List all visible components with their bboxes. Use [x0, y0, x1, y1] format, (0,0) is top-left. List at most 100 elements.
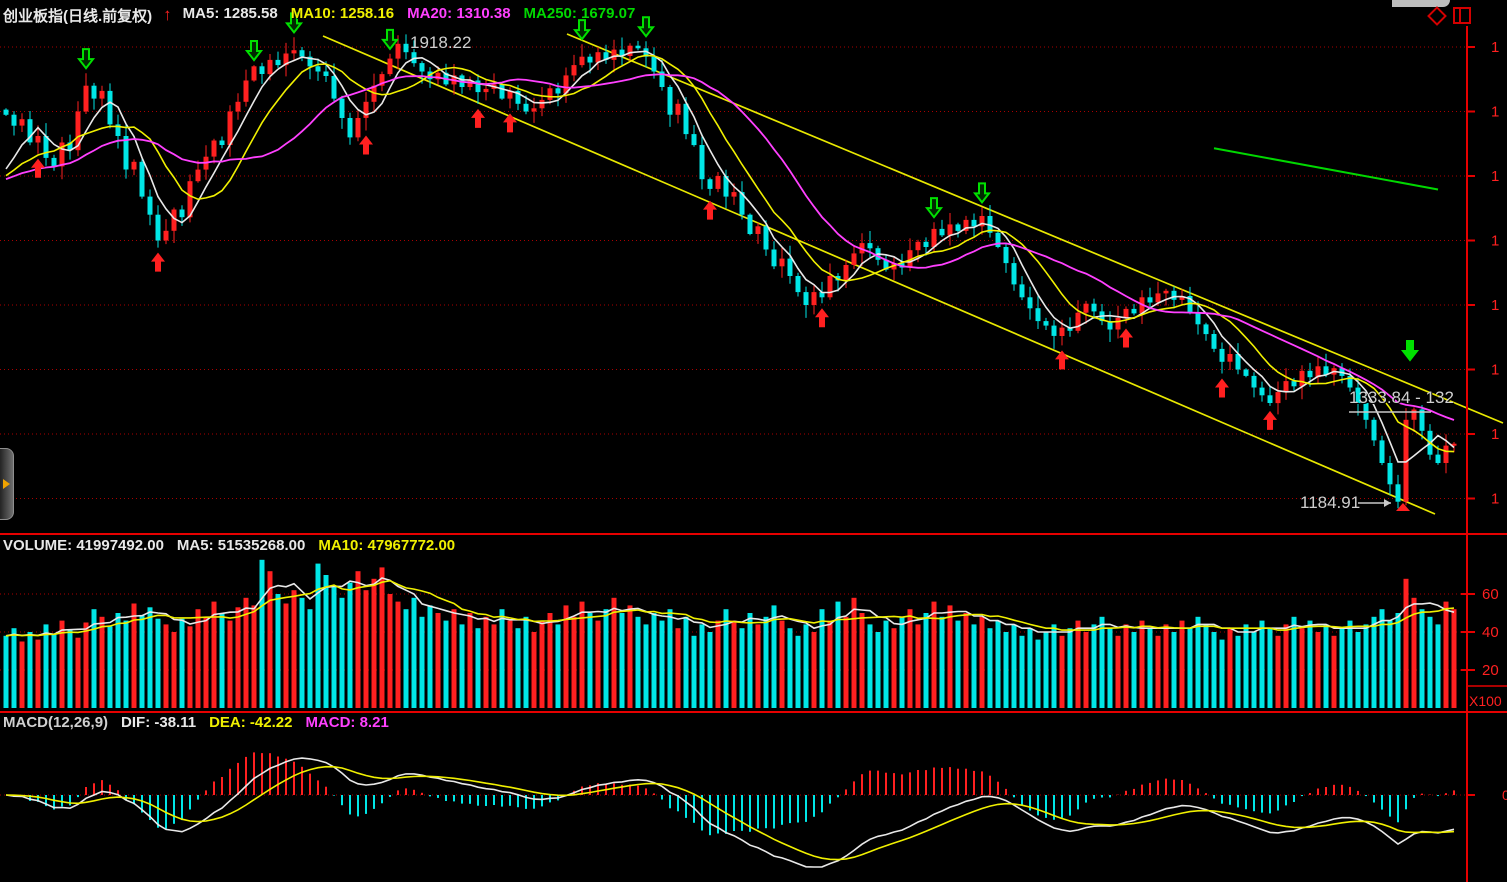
volume-bar — [531, 632, 537, 708]
volume-bar — [1347, 620, 1353, 708]
trendline[interactable] — [322, 35, 1436, 515]
volume-bar — [235, 607, 241, 708]
volume-ma5-line — [5, 577, 1455, 637]
volume-bar — [123, 620, 129, 708]
volume-bar — [227, 620, 233, 708]
volume-bar — [107, 626, 113, 708]
volume-bar — [995, 620, 1001, 708]
candle-body — [227, 111, 233, 145]
candle-body — [1291, 381, 1297, 387]
volume-bar — [139, 614, 145, 708]
volume-bar — [283, 603, 289, 708]
candle-body — [795, 276, 801, 293]
candle-body — [1067, 327, 1073, 331]
candle-body — [291, 50, 297, 54]
buy-arrow-icon — [703, 200, 717, 220]
candle-body — [419, 63, 425, 72]
candle-body — [731, 192, 737, 197]
chart-toolbar — [1427, 5, 1471, 26]
volume-bar — [1091, 624, 1097, 708]
volume-bar — [1139, 620, 1145, 708]
candle-body — [379, 74, 385, 86]
volume-bar — [195, 609, 201, 708]
volume-bar — [371, 578, 377, 708]
volume-bar — [331, 586, 337, 708]
volume-bar — [811, 632, 817, 708]
volume-bar — [99, 616, 105, 708]
volume-bar — [523, 616, 529, 708]
candle-body — [1411, 409, 1417, 420]
candle-body — [515, 90, 521, 104]
candle-body — [947, 224, 953, 236]
volume-bar — [451, 609, 457, 708]
candle-body — [675, 103, 681, 115]
trendline[interactable] — [566, 33, 1504, 424]
volume-bar — [1307, 620, 1313, 708]
volume-bar — [1147, 628, 1153, 708]
diamond-tool-icon[interactable] — [1427, 5, 1447, 26]
volume-bar — [651, 613, 657, 708]
sell-arrow-icon — [76, 48, 96, 70]
volume-bar — [699, 624, 705, 708]
volume-bar — [547, 613, 553, 708]
candle-body — [195, 169, 201, 182]
candle-body — [659, 71, 665, 87]
volume-bar — [611, 597, 617, 708]
candle-body — [771, 249, 777, 267]
candle-body — [643, 48, 649, 57]
volume-bar — [891, 628, 897, 708]
candle-body — [91, 85, 97, 99]
volume-bar — [275, 594, 281, 708]
volume-bar — [931, 601, 937, 708]
volume-bar — [427, 605, 433, 708]
volume-bar — [595, 620, 601, 708]
candle-body — [1387, 463, 1393, 485]
candle-body — [1251, 375, 1257, 388]
volume-bar — [1403, 578, 1409, 708]
candle-body — [523, 103, 529, 112]
volume-bar — [587, 613, 593, 708]
candle-body — [843, 265, 849, 281]
volume-bar — [1067, 628, 1073, 708]
candle-body — [779, 258, 785, 267]
candle-body — [819, 292, 825, 298]
candle-body — [1315, 366, 1321, 378]
candle-body — [387, 58, 393, 75]
volume-bar — [419, 616, 425, 708]
volume-bar — [555, 624, 561, 708]
sell-arrow-icon — [972, 182, 992, 204]
volume-bar — [603, 609, 609, 708]
volume-bar — [1323, 624, 1329, 708]
candle-body — [483, 88, 489, 93]
volume-bar — [307, 609, 313, 708]
volume-bar — [219, 613, 225, 708]
volume-bar — [491, 624, 497, 708]
volume-bar — [1283, 624, 1289, 708]
annotation-lines-layer — [1349, 411, 1431, 511]
price-axis-label: 1 — [1491, 233, 1499, 250]
candle-body — [1083, 303, 1089, 313]
candle-body — [1219, 348, 1225, 362]
candle-body — [11, 114, 17, 126]
candle-body — [1435, 454, 1441, 463]
candle-body — [139, 161, 145, 197]
candle-body — [667, 87, 673, 115]
split-window-icon[interactable] — [1453, 7, 1471, 24]
volume-bar — [763, 616, 769, 708]
macd-axis-label: 0 — [1502, 787, 1507, 803]
volume-bar — [579, 601, 585, 708]
candle-body — [971, 219, 977, 227]
panel-expand-handle[interactable] — [0, 448, 14, 520]
volume-bar — [667, 609, 673, 708]
volume-bar — [1051, 624, 1057, 708]
candle-body — [595, 52, 601, 63]
volume-bar — [323, 575, 329, 708]
candle-body — [331, 76, 337, 99]
volume-bar — [75, 637, 81, 708]
peak-price-annotation: 1918.22 — [410, 33, 472, 52]
candle-body — [811, 292, 817, 305]
volume-bar — [19, 641, 25, 708]
volume-bar — [251, 605, 257, 708]
candle-body — [35, 136, 41, 143]
